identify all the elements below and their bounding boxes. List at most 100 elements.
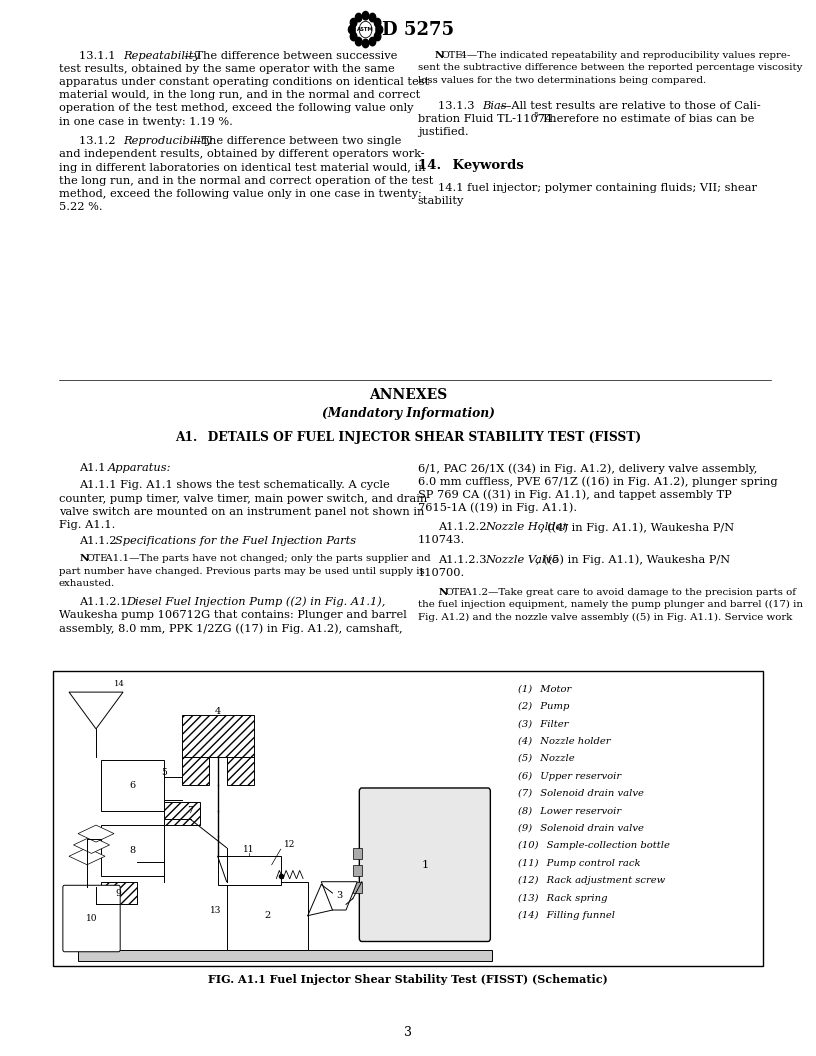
Circle shape: [375, 33, 381, 41]
Text: 12: 12: [284, 841, 295, 849]
Text: (7)  Solenoid drain valve: (7) Solenoid drain valve: [518, 789, 644, 798]
Text: justified.: justified.: [418, 127, 468, 137]
Text: operation of the test method, exceed the following value only: operation of the test method, exceed the…: [59, 103, 413, 113]
Circle shape: [376, 25, 383, 34]
Text: (1)  Motor: (1) Motor: [518, 684, 571, 694]
Text: 13.1.1: 13.1.1: [79, 51, 123, 60]
Circle shape: [356, 14, 362, 22]
Text: Waukesha pump 106712G that contains: Plunger and barrel: Waukesha pump 106712G that contains: Plu…: [59, 610, 406, 620]
Text: material would, in the long run, and in the normal and correct: material would, in the long run, and in …: [59, 91, 420, 100]
Text: the fuel injection equipment, namely the pump plunger and barrel ((17) in: the fuel injection equipment, namely the…: [418, 600, 803, 609]
Text: OTE: OTE: [86, 554, 108, 563]
Text: 1: 1: [421, 860, 428, 870]
Text: , ((4) in Fig. A1.1), Waukesha P/N: , ((4) in Fig. A1.1), Waukesha P/N: [540, 522, 734, 533]
Text: ANNEXES: ANNEXES: [369, 388, 447, 401]
Text: N: N: [79, 554, 88, 563]
Text: test results, obtained by the same operator with the same: test results, obtained by the same opera…: [59, 63, 394, 74]
Text: 5: 5: [162, 769, 167, 777]
Text: sent the subtractive difference between the reported percentage viscosity: sent the subtractive difference between …: [418, 63, 802, 72]
Text: 14: 14: [114, 680, 125, 687]
Text: A1.1: A1.1: [79, 463, 113, 473]
Text: 13: 13: [210, 905, 221, 914]
Text: 6.0 mm cuffless, PVE 67/1Z ((16) in Fig. A1.2), plunger spring: 6.0 mm cuffless, PVE 67/1Z ((16) in Fig.…: [418, 476, 778, 487]
Text: (9)  Solenoid drain valve: (9) Solenoid drain valve: [518, 824, 644, 833]
Text: A1.1.2.2: A1.1.2.2: [438, 522, 494, 532]
Text: :: :: [290, 536, 295, 546]
Text: (5)  Nozzle: (5) Nozzle: [518, 754, 574, 763]
Bar: [353, 848, 361, 860]
Bar: [53, 671, 763, 966]
Text: 8: 8: [129, 846, 135, 855]
Text: N: N: [438, 587, 447, 597]
Circle shape: [369, 37, 375, 45]
Circle shape: [375, 18, 381, 26]
Text: 7: 7: [188, 807, 193, 815]
Text: (11)  Pump control rack: (11) Pump control rack: [518, 859, 641, 868]
Text: OTE: OTE: [441, 51, 463, 60]
Text: exhausted.: exhausted.: [59, 579, 115, 588]
Bar: [353, 865, 361, 876]
Text: (8)  Lower reservoir: (8) Lower reservoir: [518, 807, 621, 815]
Text: A1.1—The parts have not changed; only the parts supplier and: A1.1—The parts have not changed; only th…: [102, 554, 431, 563]
Text: 13.1.2: 13.1.2: [79, 136, 123, 146]
Text: 6/1, PAC 26/1X ((34) in Fig. A1.2), delivery valve assembly,: 6/1, PAC 26/1X ((34) in Fig. A1.2), deli…: [418, 463, 757, 474]
Bar: [353, 882, 361, 893]
Text: Fig. A1.1.: Fig. A1.1.: [59, 520, 115, 530]
Polygon shape: [322, 882, 357, 910]
Text: Nozzle Holder: Nozzle Holder: [486, 522, 568, 532]
Text: Specifications for the Fuel Injection Parts: Specifications for the Fuel Injection Pa…: [115, 536, 356, 546]
Bar: [227, 757, 254, 786]
Text: A1.1.2.1: A1.1.2.1: [79, 597, 135, 607]
Text: (12)  Rack adjustment screw: (12) Rack adjustment screw: [518, 876, 665, 885]
Circle shape: [362, 12, 369, 20]
Text: part number have changed. Previous parts may be used until supply is: part number have changed. Previous parts…: [59, 567, 424, 576]
Text: stability: stability: [418, 196, 464, 206]
Text: Nozzle Valve: Nozzle Valve: [486, 554, 559, 565]
Text: 110700.: 110700.: [418, 568, 465, 578]
Polygon shape: [78, 825, 114, 842]
Text: Apparatus:: Apparatus:: [108, 463, 171, 473]
Text: 7615-1A ((19) in Fig. A1.1).: 7615-1A ((19) in Fig. A1.1).: [418, 503, 577, 513]
Text: Diesel Fuel Injection Pump ((2) in Fig. A1.1),: Diesel Fuel Injection Pump ((2) in Fig. …: [126, 597, 386, 607]
Text: (2)  Pump: (2) Pump: [518, 702, 570, 711]
Text: Therefore no estimate of bias can be: Therefore no estimate of bias can be: [538, 114, 754, 124]
Text: Reproducibility: Reproducibility: [123, 136, 212, 146]
Bar: [218, 856, 281, 885]
Bar: [227, 882, 308, 949]
Bar: [78, 949, 492, 961]
Text: (4)  Nozzle holder: (4) Nozzle holder: [518, 737, 610, 746]
Circle shape: [362, 39, 369, 48]
Bar: [163, 803, 200, 825]
Bar: [100, 760, 163, 811]
Circle shape: [369, 14, 375, 22]
Text: Repeatability: Repeatability: [123, 51, 200, 60]
Text: 110743.: 110743.: [418, 535, 465, 545]
Text: 10: 10: [86, 914, 97, 923]
Text: method, exceed the following value only in one case in twenty:: method, exceed the following value only …: [59, 189, 422, 199]
Text: apparatus under constant operating conditions on identical test: apparatus under constant operating condi…: [59, 77, 429, 87]
Text: , ((5) in Fig. A1.1), Waukesha P/N: , ((5) in Fig. A1.1), Waukesha P/N: [536, 554, 730, 566]
Text: —The difference between two single: —The difference between two single: [190, 136, 401, 146]
Text: 5.22 %.: 5.22 %.: [59, 203, 102, 212]
Text: D 5275: D 5275: [382, 20, 454, 39]
Text: 11: 11: [243, 845, 255, 853]
Polygon shape: [69, 848, 105, 865]
Text: SP 769 CA ((31) in Fig. A1.1), and tappet assembly TP: SP 769 CA ((31) in Fig. A1.1), and tappe…: [418, 489, 731, 501]
Circle shape: [356, 37, 362, 45]
Circle shape: [350, 18, 357, 26]
Text: (3)  Filter: (3) Filter: [518, 719, 569, 729]
Text: bration Fluid TL-11074.: bration Fluid TL-11074.: [418, 114, 556, 124]
Text: 14.  Keywords: 14. Keywords: [418, 159, 524, 172]
Text: the long run, and in the normal and correct operation of the test: the long run, and in the normal and corr…: [59, 175, 433, 186]
Text: A1.  DETAILS OF FUEL INJECTOR SHEAR STABILITY TEST (FISST): A1. DETAILS OF FUEL INJECTOR SHEAR STABI…: [175, 431, 641, 444]
Text: 3: 3: [336, 891, 343, 901]
Text: —The difference between successive: —The difference between successive: [184, 51, 397, 60]
Text: Fig. A1.2) and the nozzle valve assembly ((5) in Fig. A1.1). Service work: Fig. A1.2) and the nozzle valve assembly…: [418, 612, 792, 622]
Text: ing in different laboratories on identical test material would, in: ing in different laboratories on identic…: [59, 163, 425, 172]
Text: A1.1.2: A1.1.2: [79, 536, 124, 546]
Text: 13.1.3: 13.1.3: [438, 100, 482, 111]
Text: —All test results are relative to those of Cali-: —All test results are relative to those …: [500, 100, 761, 111]
Bar: [100, 825, 163, 876]
Text: 3: 3: [404, 1026, 412, 1039]
Text: (Mandatory Information): (Mandatory Information): [322, 407, 494, 420]
